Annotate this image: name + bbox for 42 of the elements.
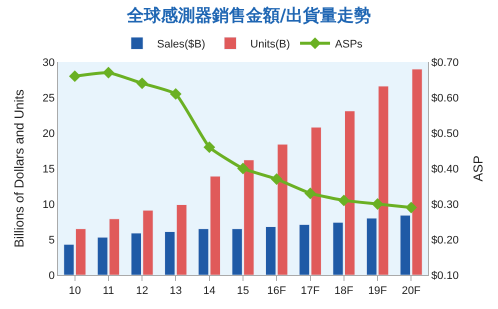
y-axis-title: Billions of Dollars and Units xyxy=(12,88,26,248)
y2-tick-label: $0.40 xyxy=(431,163,459,176)
point xyxy=(102,66,114,78)
y2-tick-label: $0.30 xyxy=(431,198,459,211)
point xyxy=(304,188,316,200)
y-tick-label: 20 xyxy=(42,128,55,140)
x-tick-label: 16F xyxy=(267,285,286,298)
y2-tick-label: $0.50 xyxy=(431,128,459,140)
y2-tick-label: $0.60 xyxy=(431,92,459,104)
x-tick-label: 10 xyxy=(68,285,81,298)
legend-label: Units(B) xyxy=(250,38,290,51)
point xyxy=(136,77,148,90)
point xyxy=(405,202,418,214)
y-tick-label: 30 xyxy=(42,56,55,69)
chart-title: 全球感測器銷售金額/出貨量走勢 xyxy=(126,6,372,26)
x-tick-label: 19F xyxy=(368,285,388,298)
y-tick-label: 0 xyxy=(48,270,55,282)
x-tick-label: 17F xyxy=(300,285,320,298)
point xyxy=(338,194,350,206)
point xyxy=(270,173,282,185)
x-tick-label: 14 xyxy=(203,285,216,298)
y2-tick-label: $0.70 xyxy=(431,56,459,69)
x-tick-label: 18F xyxy=(334,285,354,298)
y2-tick-label: $0.20 xyxy=(431,234,459,246)
x-tick-label: 13 xyxy=(170,285,182,298)
x-tick-label: 20F xyxy=(402,285,421,298)
x-tick-label: 12 xyxy=(136,285,148,298)
point xyxy=(68,70,81,82)
y-tick-label: 5 xyxy=(48,234,55,246)
y-tick-label: 15 xyxy=(42,163,55,176)
x-tick-label: 11 xyxy=(102,285,114,298)
point xyxy=(237,162,249,174)
y2-tick-label: $0.10 xyxy=(431,270,459,282)
point xyxy=(204,141,216,154)
y2-axis-title: ASP xyxy=(470,155,486,182)
legend-label: Sales($B) xyxy=(157,38,206,51)
legend-label: ASPs xyxy=(335,38,364,51)
y-tick-label: 25 xyxy=(42,92,55,104)
y-tick-label: 10 xyxy=(42,198,55,211)
point xyxy=(170,88,182,100)
point xyxy=(372,198,384,210)
x-tick-label: 15 xyxy=(236,285,250,298)
